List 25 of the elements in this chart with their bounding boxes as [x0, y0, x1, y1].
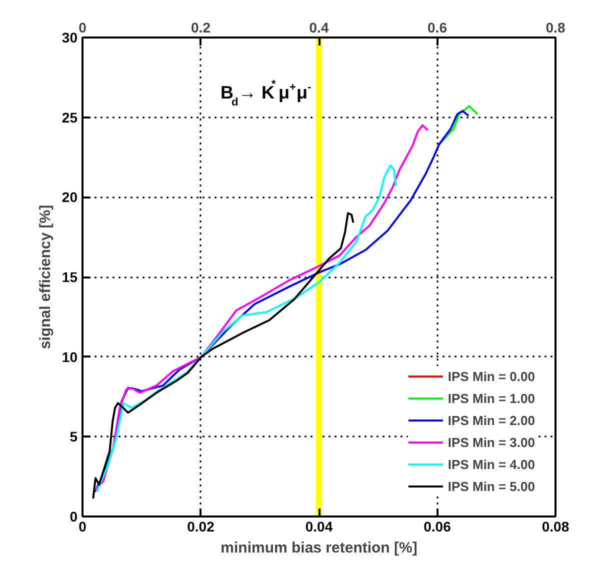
- y-tick-label: 25: [62, 109, 78, 126]
- y-tick-label: 10: [62, 348, 78, 365]
- legend-label: IPS Min = 5.00: [448, 478, 535, 494]
- legend-label: IPS Min = 4.00: [448, 456, 535, 472]
- x-tick-label: 0.04: [305, 518, 333, 534]
- legend-label: IPS Min = 3.00: [448, 434, 535, 450]
- y-tick-label: 30: [62, 30, 78, 46]
- x-tick-label: 0.06: [424, 518, 452, 534]
- y-tick-label: 0: [70, 508, 78, 524]
- y-tick-label: 15: [62, 269, 78, 285]
- legend-label: IPS Min = 1.00: [448, 390, 535, 406]
- line-series: [96, 164, 397, 493]
- x2-tick-label: 0.8: [546, 20, 566, 36]
- x-axis-title: minimum bias retention [%]: [220, 540, 418, 556]
- x2-tick-label: 0.2: [191, 20, 211, 36]
- x-tick-label: 0.08: [542, 518, 570, 534]
- x2-tick-label: 0.4: [309, 20, 329, 36]
- legend-label: IPS Min = 2.00: [448, 412, 535, 428]
- line-series: [438, 105, 478, 146]
- legend-label: IPS Min = 0.00: [448, 368, 535, 384]
- x-tick-label: 0.02: [187, 518, 215, 534]
- y-tick-label: 20: [62, 189, 78, 206]
- y-tick-label: 5: [70, 428, 78, 445]
- x2-tick-label: 0.6: [428, 20, 448, 36]
- y-axis-title: signal efficiency [%]: [36, 204, 54, 350]
